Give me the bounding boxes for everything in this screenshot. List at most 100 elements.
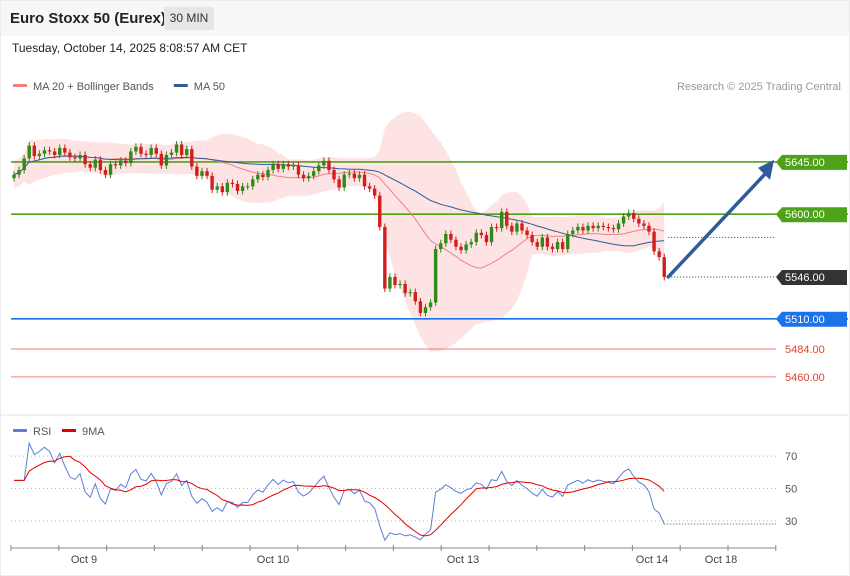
- candle: [428, 302, 433, 308]
- candle: [205, 171, 209, 176]
- candle: [27, 145, 31, 159]
- candle: [98, 159, 103, 171]
- candle: [632, 213, 636, 219]
- candle: [642, 223, 646, 226]
- candle: [83, 154, 87, 165]
- candle: [408, 292, 412, 294]
- candle: [611, 228, 616, 230]
- candle: [418, 301, 423, 313]
- candle: [144, 153, 148, 155]
- legend-label: 9MA: [82, 426, 105, 438]
- line-swatch-icon: [62, 429, 76, 432]
- candle: [169, 152, 174, 155]
- bollinger-band: [14, 112, 665, 352]
- candle: [545, 237, 550, 247]
- candle: [276, 164, 280, 169]
- candle: [499, 211, 504, 229]
- candle: [291, 165, 296, 167]
- candle: [530, 235, 534, 243]
- candle: [657, 251, 661, 258]
- candle: [129, 151, 133, 164]
- candle: [383, 226, 387, 289]
- candle: [88, 164, 92, 168]
- candle: [591, 225, 595, 229]
- level-label: 5484.00: [785, 344, 825, 356]
- candle: [327, 160, 331, 171]
- candle: [459, 246, 463, 251]
- candle: [230, 182, 235, 184]
- candle: [190, 149, 194, 167]
- candle: [662, 257, 666, 277]
- rsi-level-label: 70: [785, 451, 797, 463]
- candle: [616, 223, 621, 230]
- candle: [566, 233, 570, 250]
- candle: [347, 173, 351, 175]
- level-label: 5546.00: [785, 272, 825, 284]
- x-tick-label: Oct 13: [447, 554, 479, 566]
- candle: [154, 147, 158, 154]
- forecast-arrow: [666, 170, 769, 279]
- candle: [576, 226, 580, 231]
- legend-label: MA 20 + Bollinger Bands: [33, 81, 154, 93]
- level-tag-bg: [776, 207, 847, 223]
- candle: [352, 173, 357, 179]
- credit-text: Research © 2025 Trading Central: [677, 81, 841, 93]
- candle: [134, 146, 138, 152]
- level-tag-bg: [776, 154, 847, 170]
- candle: [185, 149, 189, 155]
- candle: [489, 226, 494, 243]
- candle: [444, 233, 448, 244]
- ma50-line: [13, 155, 665, 247]
- candle: [571, 230, 575, 234]
- candle: [494, 226, 499, 229]
- header-bar: [0, 0, 850, 36]
- candle: [149, 147, 153, 155]
- candle: [332, 170, 336, 180]
- instrument-title: Euro Stoxx 50 (Eurex): [10, 10, 166, 27]
- candle: [306, 175, 311, 179]
- candle: [286, 164, 291, 167]
- candle: [362, 174, 367, 187]
- candle: [393, 276, 397, 286]
- candle: [357, 174, 362, 179]
- candle: [164, 154, 169, 166]
- candle: [560, 242, 565, 250]
- candle: [108, 164, 113, 175]
- candle: [12, 174, 16, 179]
- candle: [535, 242, 539, 247]
- candle: [626, 213, 631, 217]
- candle: [179, 144, 184, 155]
- level-label: 5460.00: [785, 372, 825, 384]
- candle: [215, 186, 219, 190]
- candle: [510, 225, 514, 232]
- candle: [58, 147, 62, 155]
- x-tick-label: Oct 9: [71, 554, 97, 566]
- candle: [652, 231, 656, 252]
- candle: [103, 170, 108, 175]
- candle: [525, 230, 529, 236]
- forecast-arrow-head: [758, 159, 774, 180]
- candle: [647, 225, 651, 232]
- candle: [17, 170, 21, 175]
- candle: [581, 226, 585, 231]
- candle: [73, 157, 77, 159]
- candle: [296, 165, 301, 175]
- candle: [337, 179, 341, 188]
- candle: [637, 218, 641, 224]
- candle: [520, 223, 524, 231]
- candle: [474, 232, 478, 243]
- rsi-level-label: 50: [785, 483, 797, 495]
- candle: [372, 188, 377, 196]
- candle: [342, 174, 346, 188]
- candle: [245, 186, 250, 188]
- candle: [550, 246, 555, 250]
- level-tag: 5600.00: [776, 207, 847, 223]
- candle: [367, 186, 372, 189]
- candle: [479, 232, 484, 236]
- candle: [540, 237, 545, 247]
- candle: [210, 175, 214, 190]
- timeframe-badge[interactable]: 30 MIN: [164, 7, 214, 30]
- candle: [433, 249, 438, 303]
- candle: [388, 276, 392, 289]
